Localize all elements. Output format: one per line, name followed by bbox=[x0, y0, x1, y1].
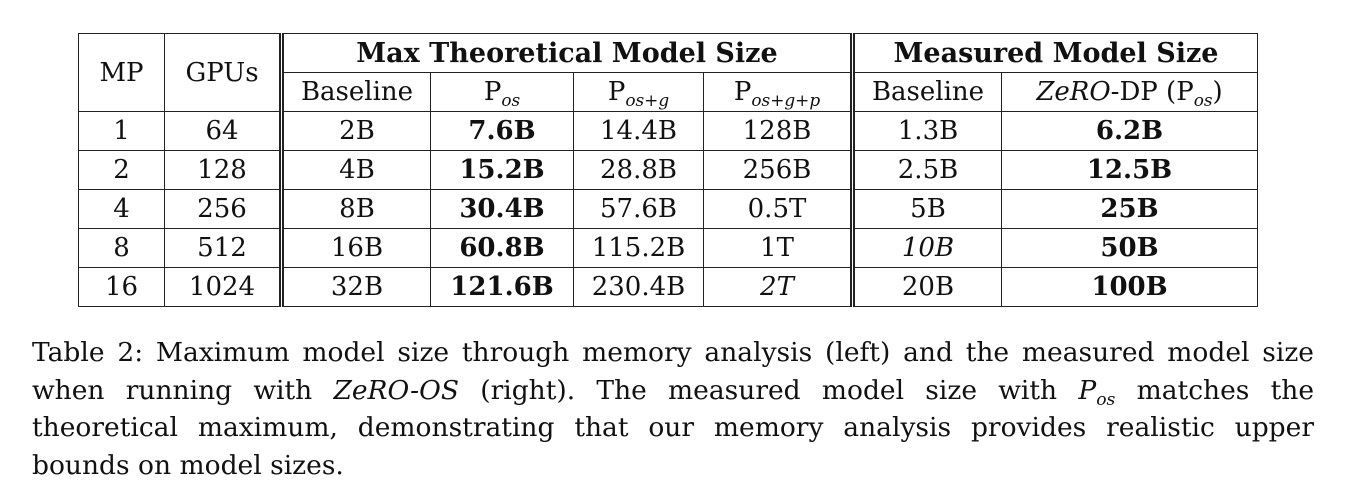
table-caption: Table 2: Maximum model size through memo… bbox=[32, 334, 1314, 484]
cell-pos-g-p: 128B bbox=[703, 111, 853, 151]
cell-measured-zero: 25B bbox=[1001, 189, 1258, 229]
cell-baseline: 16B bbox=[279, 228, 431, 268]
cell-pos-g: 14.4B bbox=[573, 111, 704, 151]
cell-pos-g: 115.2B bbox=[573, 228, 704, 268]
results-table-container: MP GPUs Max Theoretical Model Size Measu… bbox=[78, 33, 1258, 307]
header-theoretical-baseline: Baseline bbox=[279, 72, 431, 112]
caption-text-1: Table 2: Maximum model size through memo… bbox=[32, 337, 1314, 406]
cell-measured-zero: 12.5B bbox=[1001, 150, 1258, 190]
header-measured-baseline: Baseline bbox=[850, 72, 1002, 112]
cell-mp: 8 bbox=[78, 228, 165, 268]
table-row: 2 128 4B 15.2B 28.8B 256B 2.5B 12.5B bbox=[78, 150, 1258, 190]
cell-mp: 4 bbox=[78, 189, 165, 229]
cell-measured-baseline: 1.3B bbox=[850, 111, 1002, 151]
cell-measured-baseline: 5B bbox=[850, 189, 1002, 229]
cell-mp: 1 bbox=[78, 111, 165, 151]
model-size-table: MP GPUs Max Theoretical Model Size Measu… bbox=[78, 33, 1258, 307]
cell-pos-g-p: 256B bbox=[703, 150, 853, 190]
cell-baseline: 32B bbox=[279, 267, 431, 307]
cell-measured-baseline: 10B bbox=[850, 228, 1002, 268]
cell-pos-g: 28.8B bbox=[573, 150, 704, 190]
cell-gpus: 64 bbox=[164, 111, 282, 151]
header-mp: MP bbox=[78, 33, 165, 112]
caption-zero-os: ZeRO-OS bbox=[333, 374, 460, 406]
cell-pos: 60.8B bbox=[430, 228, 574, 268]
caption-text-3: matches the theoretical maximum, demonst… bbox=[32, 374, 1315, 481]
cell-pos-g: 57.6B bbox=[573, 189, 704, 229]
cell-pos-g-p: 1T bbox=[703, 228, 853, 268]
table-header-row-2: Baseline Pos Pos+g Pos+g+p Baseline ZeRO… bbox=[79, 72, 1258, 112]
cell-measured-zero: 50B bbox=[1001, 228, 1258, 268]
header-pos: Pos bbox=[430, 72, 574, 112]
table-row: 4 256 8B 30.4B 57.6B 0.5T 5B 25B bbox=[78, 189, 1258, 229]
header-pos-g: Pos+g bbox=[573, 72, 704, 112]
cell-pos-g-p: 2T bbox=[703, 267, 853, 307]
cell-baseline: 8B bbox=[279, 189, 431, 229]
cell-gpus: 512 bbox=[164, 228, 282, 268]
cell-baseline: 4B bbox=[279, 150, 431, 190]
cell-pos: 121.6B bbox=[430, 267, 574, 307]
table-row: 8 512 16B 60.8B 115.2B 1T 10B 50B bbox=[78, 228, 1258, 268]
cell-measured-baseline: 20B bbox=[850, 267, 1002, 307]
cell-measured-baseline: 2.5B bbox=[850, 150, 1002, 190]
cell-pos: 30.4B bbox=[430, 189, 574, 229]
header-zero-dp: ZeRO-DP (Pos) bbox=[1001, 72, 1258, 112]
caption-pos-symbol: Pos bbox=[1078, 374, 1116, 410]
table-row: 16 1024 32B 121.6B 230.4B 2T 20B 100B bbox=[78, 267, 1258, 307]
table-header-row-1: MP GPUs Max Theoretical Model Size Measu… bbox=[78, 33, 1258, 112]
caption-text-2: (right). The measured model size with bbox=[459, 374, 1079, 406]
header-measured: Measured Model Size bbox=[850, 33, 1258, 73]
cell-gpus: 128 bbox=[164, 150, 282, 190]
table-row: 1 64 2B 7.6B 14.4B 128B 1.3B 6.2B bbox=[78, 111, 1258, 151]
cell-pos-g-p: 0.5T bbox=[703, 189, 853, 229]
cell-measured-zero: 6.2B bbox=[1001, 111, 1258, 151]
cell-pos: 7.6B bbox=[430, 111, 574, 151]
cell-mp: 16 bbox=[78, 267, 165, 307]
cell-mp: 2 bbox=[78, 150, 165, 190]
cell-measured-zero: 100B bbox=[1001, 267, 1258, 307]
cell-pos: 15.2B bbox=[430, 150, 574, 190]
cell-baseline: 2B bbox=[279, 111, 431, 151]
header-max-theoretical: Max Theoretical Model Size bbox=[279, 33, 853, 73]
header-gpus: GPUs bbox=[164, 33, 282, 112]
header-pos-g-p: Pos+g+p bbox=[703, 72, 853, 112]
cell-gpus: 1024 bbox=[164, 267, 282, 307]
cell-pos-g: 230.4B bbox=[573, 267, 704, 307]
cell-gpus: 256 bbox=[164, 189, 282, 229]
